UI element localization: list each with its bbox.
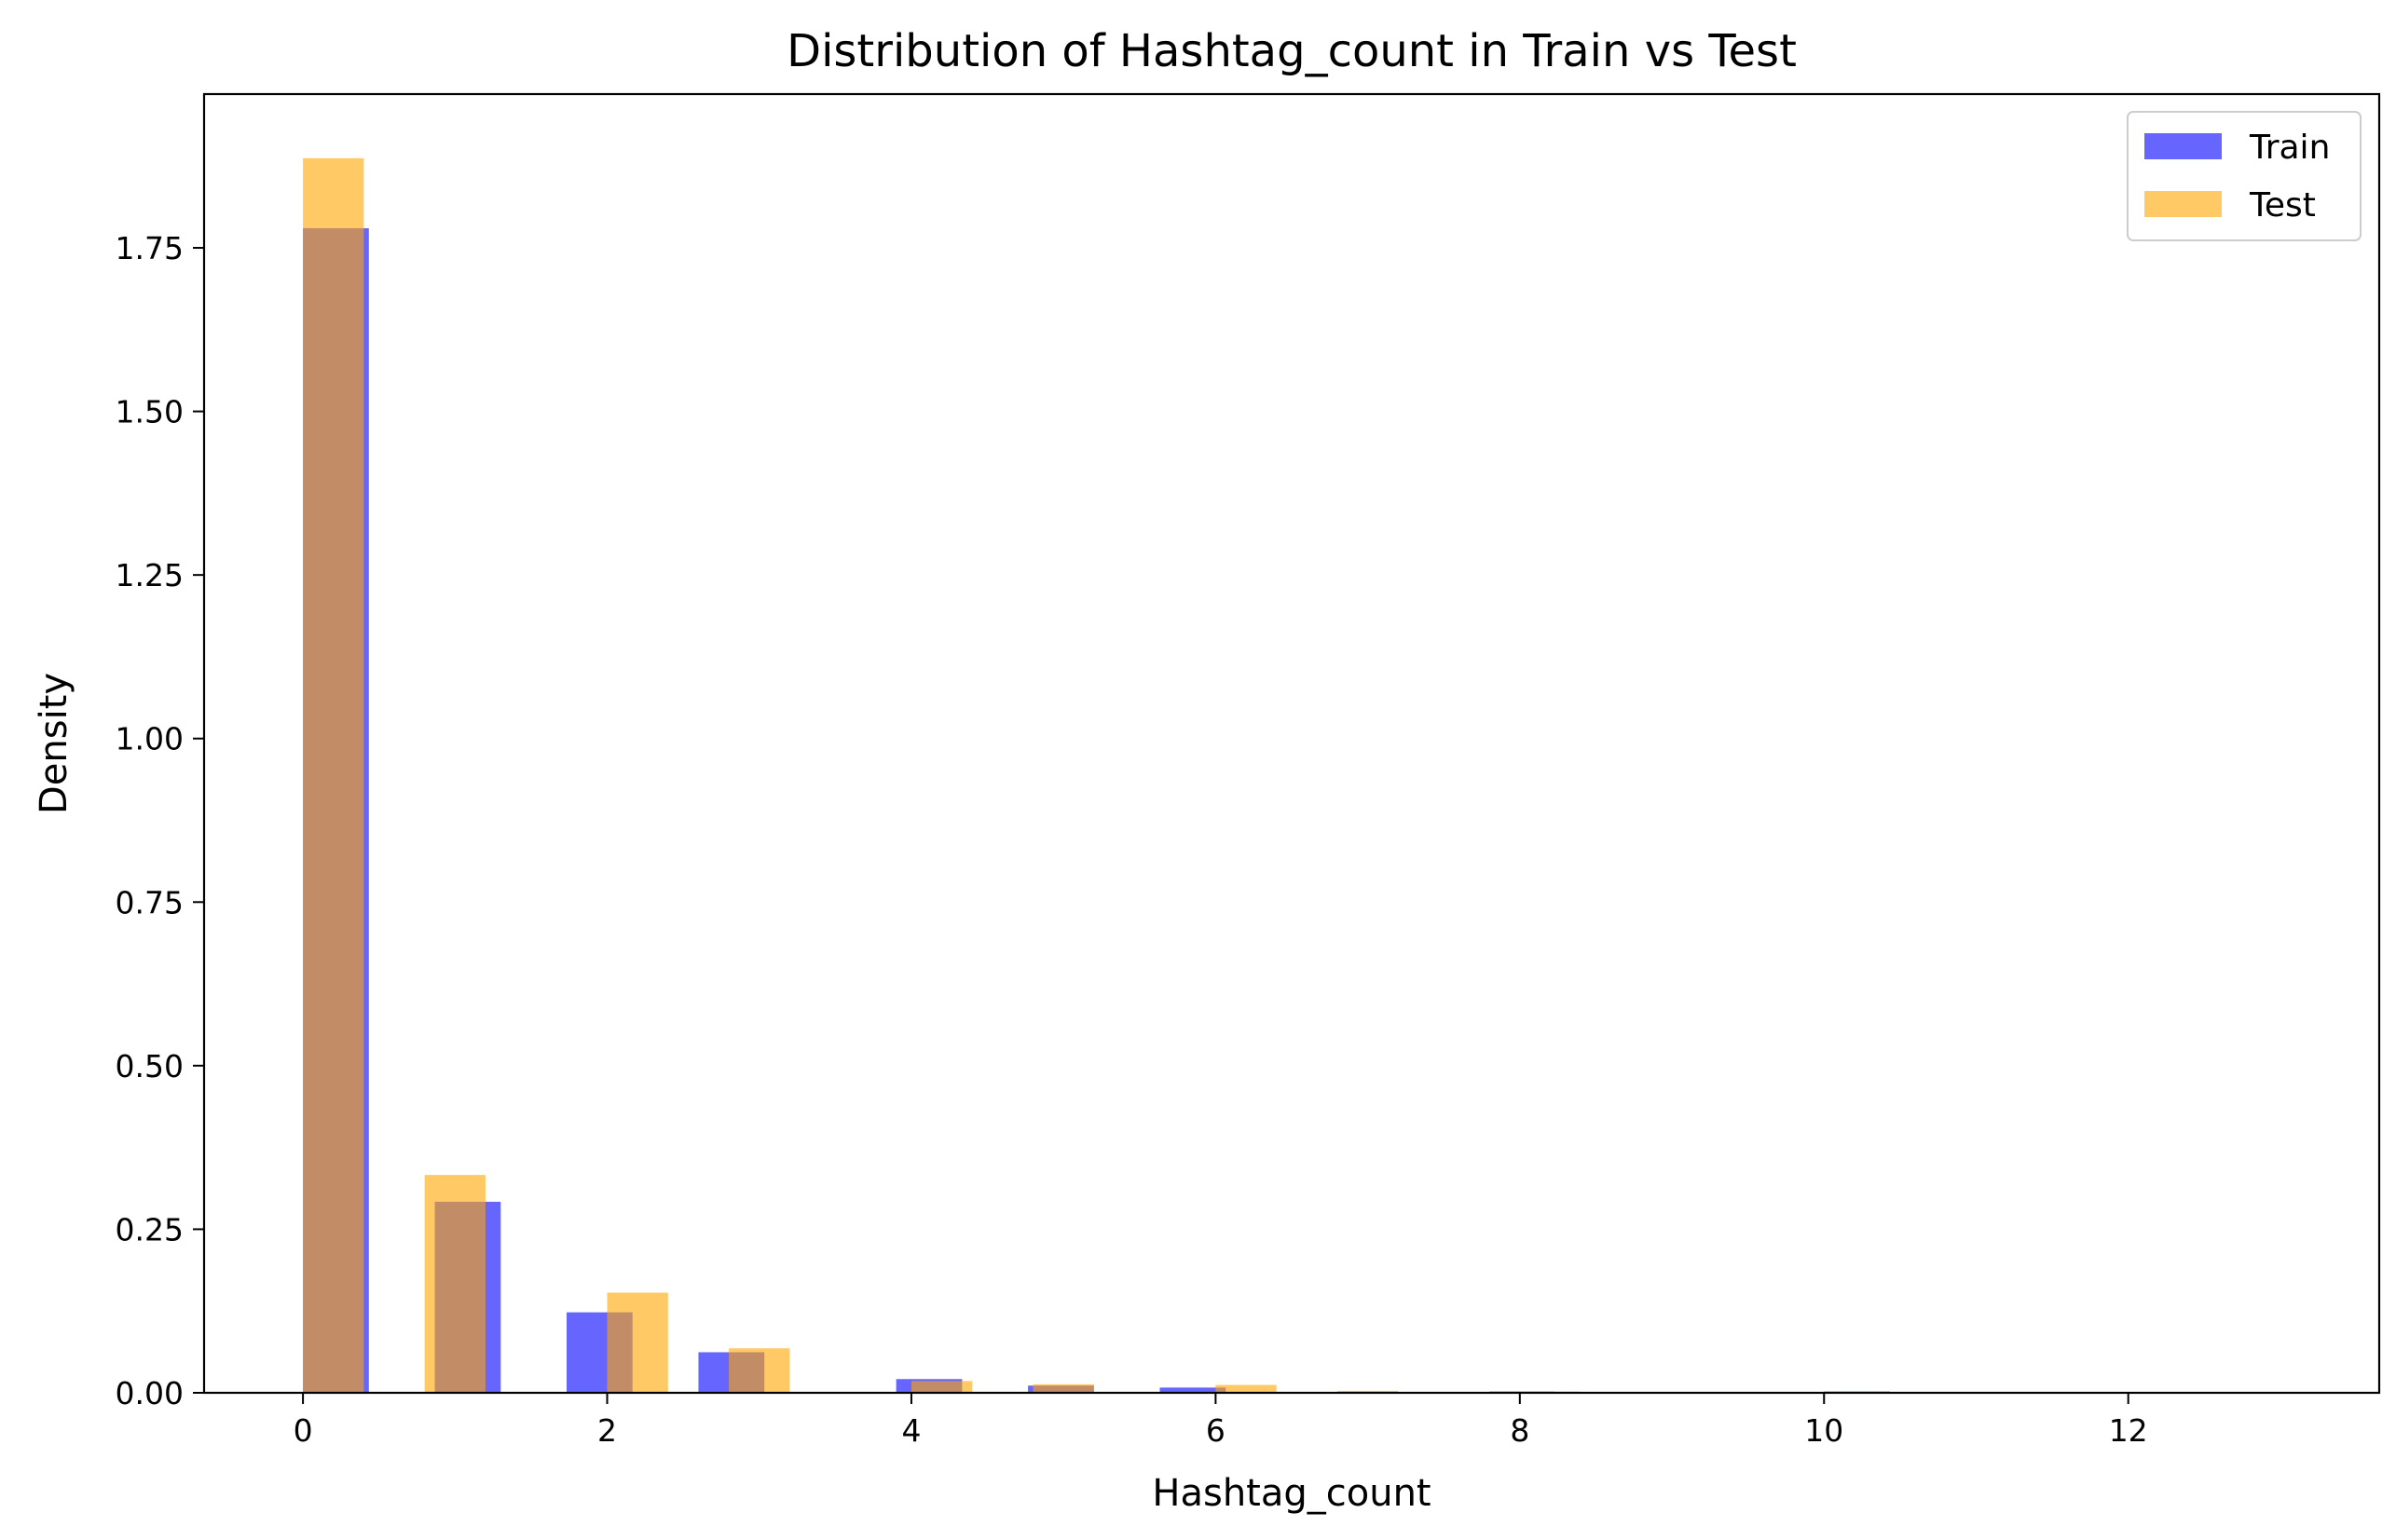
bar-test-2 [607, 1292, 668, 1393]
bar-test-0 [303, 157, 364, 1393]
bar-train-6 [1159, 1387, 1226, 1393]
y-tick-label-0: 0.00 [116, 1375, 184, 1411]
x-tick-label-3: 6 [1206, 1412, 1225, 1449]
legend-swatch-test [2144, 191, 2222, 217]
y-tick-label-5: 1.25 [116, 557, 184, 593]
x-tick-label-0: 0 [294, 1412, 313, 1449]
bar-test-3 [729, 1348, 790, 1393]
x-tick-label-5: 10 [1804, 1412, 1843, 1449]
y-axis-ticks: 0.00 0.25 0.50 0.75 1.00 1.25 1.50 1.75 [116, 230, 204, 1411]
y-tick-label-3: 0.75 [116, 884, 184, 920]
legend-swatch-train [2144, 133, 2222, 159]
x-tick-label-4: 8 [1510, 1412, 1529, 1449]
y-tick-label-1: 0.25 [116, 1211, 184, 1247]
legend-label-test: Test [2249, 186, 2316, 225]
y-axis-title: Density [33, 673, 75, 814]
x-axis-ticks: 0 2 4 6 8 10 12 [294, 1393, 2148, 1449]
y-tick-label-2: 0.50 [116, 1048, 184, 1084]
y-tick-label-4: 1.00 [116, 721, 184, 757]
y-tick-label-6: 1.50 [116, 394, 184, 430]
bar-test-4 [910, 1381, 973, 1393]
x-tick-label-6: 12 [2109, 1412, 2148, 1449]
bar-test-1 [424, 1175, 486, 1393]
y-tick-label-7: 1.75 [116, 230, 184, 266]
plot-frame [202, 92, 2381, 1395]
x-axis-title: Hashtag_count [1152, 1472, 1431, 1515]
chart-title: Distribution of Hashtag_count in Train v… [787, 25, 1797, 77]
x-tick-label-2: 4 [901, 1412, 921, 1449]
bar-test-5 [1033, 1383, 1094, 1393]
legend: Train Test [2127, 111, 2362, 241]
x-tick-label-1: 2 [597, 1412, 617, 1449]
legend-label-train: Train [2249, 129, 2330, 167]
bar-test-6 [1215, 1384, 1277, 1393]
bars-layer [303, 157, 1890, 1394]
